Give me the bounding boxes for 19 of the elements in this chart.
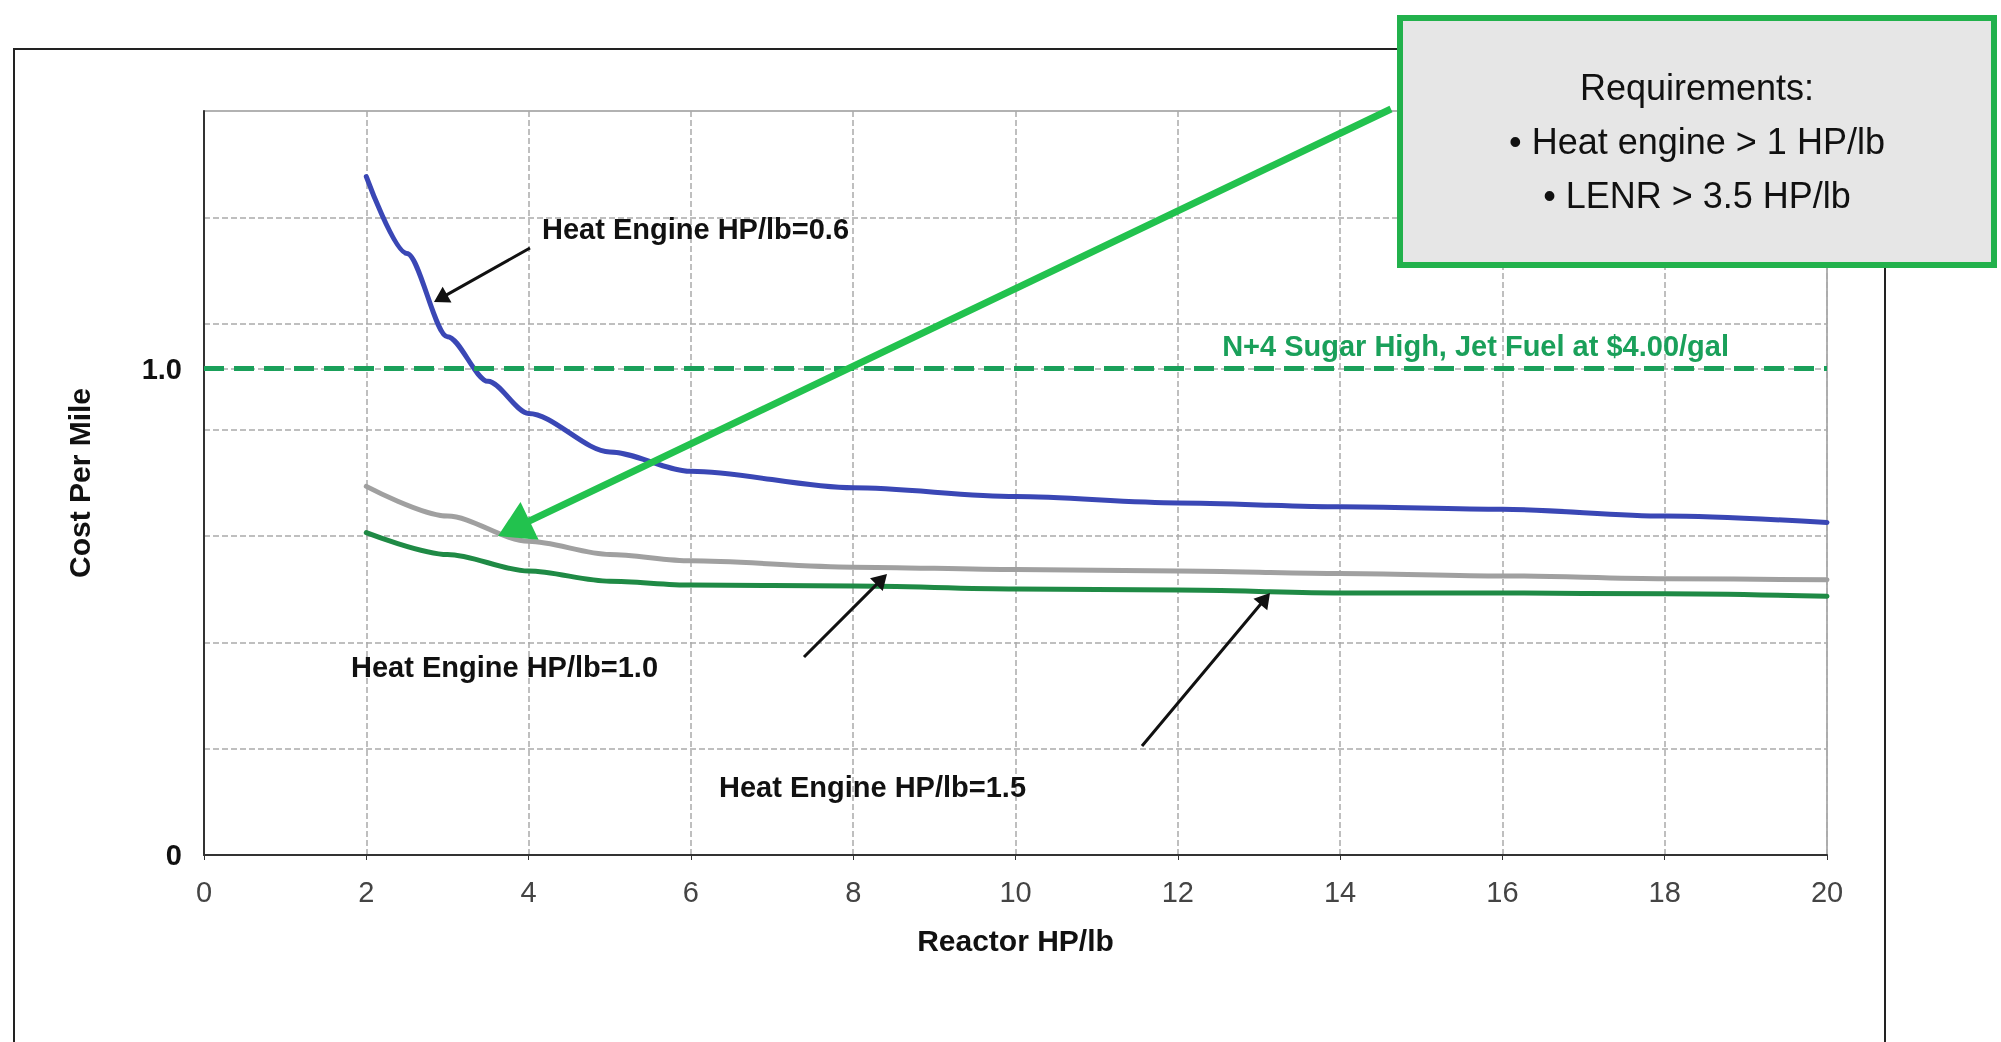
x-tick-label: 14	[1323, 875, 1357, 908]
x-tick-label: 0	[195, 875, 213, 908]
x-tick-label: 6	[682, 875, 699, 908]
x-tick-label: 8	[845, 875, 862, 908]
annotation: Heat Engine HP/lb=1.5	[719, 770, 1027, 804]
x-axis-title: Reactor HP/lb	[917, 923, 1114, 957]
x-tick-label: 18	[1648, 875, 1681, 908]
x-tick-label: 2	[358, 875, 375, 908]
y-axis-title: Cost Per Mile	[62, 387, 96, 579]
x-tick-label: 12	[1161, 875, 1194, 908]
x-tick-label: 4	[520, 875, 537, 908]
ref-line-label: N+4 Sugar High, Jet Fuel at $4.00/gal	[1222, 330, 1729, 363]
x-tick-label: 20	[1810, 875, 1844, 908]
annotation: Heat Engine HP/lb=1.0	[351, 650, 659, 684]
y-tick-label: 1.0	[141, 352, 182, 385]
annotation: Heat Engine HP/lb=0.6	[542, 212, 850, 246]
callout-box: Requirements: • Heat engine > 1 HP/lb • LENR > 3.5 HP/lb	[1397, 15, 1997, 268]
x-tick-label: 16	[1486, 875, 1519, 908]
x-tick-label: 10	[999, 875, 1032, 908]
